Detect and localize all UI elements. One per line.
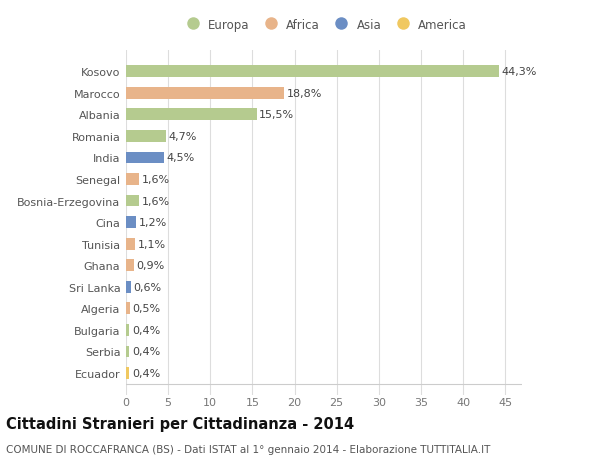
Bar <box>126 66 499 78</box>
Text: 1,6%: 1,6% <box>142 174 170 185</box>
Bar <box>126 152 164 164</box>
Legend: Europa, Africa, Asia, America: Europa, Africa, Asia, America <box>181 18 467 32</box>
Text: 15,5%: 15,5% <box>259 110 294 120</box>
Bar <box>126 217 136 229</box>
Text: COMUNE DI ROCCAFRANCA (BS) - Dati ISTAT al 1° gennaio 2014 - Elaborazione TUTTIT: COMUNE DI ROCCAFRANCA (BS) - Dati ISTAT … <box>6 444 490 454</box>
Bar <box>126 109 257 121</box>
Text: 0,5%: 0,5% <box>133 304 161 313</box>
Bar <box>126 346 130 358</box>
Bar <box>126 367 130 379</box>
Bar <box>126 260 134 272</box>
Text: 1,1%: 1,1% <box>138 239 166 249</box>
Bar <box>126 281 131 293</box>
Bar <box>126 303 130 314</box>
Bar <box>126 88 284 100</box>
Bar <box>126 324 130 336</box>
Text: 18,8%: 18,8% <box>287 89 322 99</box>
Text: 0,4%: 0,4% <box>132 325 160 335</box>
Text: Cittadini Stranieri per Cittadinanza - 2014: Cittadini Stranieri per Cittadinanza - 2… <box>6 416 354 431</box>
Text: 0,9%: 0,9% <box>136 261 164 271</box>
Bar <box>126 174 139 185</box>
Text: 44,3%: 44,3% <box>502 67 537 77</box>
Text: 1,2%: 1,2% <box>139 218 167 228</box>
Bar <box>126 195 139 207</box>
Text: 0,4%: 0,4% <box>132 368 160 378</box>
Text: 1,6%: 1,6% <box>142 196 170 206</box>
Bar <box>126 238 135 250</box>
Text: 0,4%: 0,4% <box>132 347 160 357</box>
Bar <box>126 131 166 142</box>
Text: 4,5%: 4,5% <box>166 153 194 163</box>
Text: 4,7%: 4,7% <box>168 132 197 141</box>
Text: 0,6%: 0,6% <box>134 282 162 292</box>
